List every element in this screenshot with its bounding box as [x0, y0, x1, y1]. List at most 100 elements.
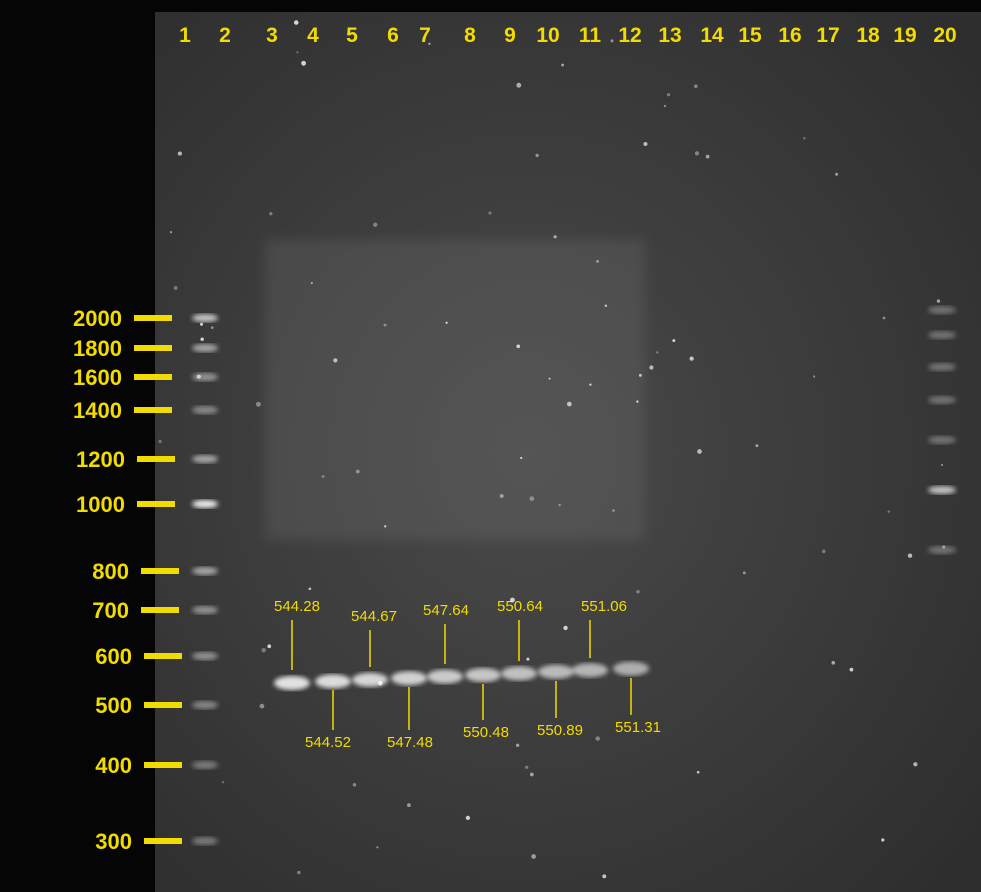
- ladder-label: 2000: [73, 306, 122, 331]
- speck: [563, 626, 567, 630]
- lane-label: 12: [618, 24, 641, 47]
- speck: [610, 39, 613, 42]
- speck: [883, 317, 886, 320]
- sample-band: [613, 662, 649, 676]
- speck: [261, 648, 266, 653]
- band-label: 550.64: [497, 598, 543, 615]
- speck: [756, 444, 759, 447]
- lane-label: 11: [579, 24, 602, 47]
- lane-label: 1: [179, 24, 191, 47]
- speck: [690, 356, 694, 360]
- ladder-dash: [134, 374, 172, 380]
- speck: [356, 470, 360, 474]
- speck: [531, 854, 536, 859]
- ladder-dash: [141, 568, 179, 574]
- lane-label: 9: [504, 24, 516, 47]
- ladder-band: [192, 406, 218, 414]
- sample-band: [315, 674, 351, 688]
- speck: [520, 457, 522, 459]
- sample-band: [352, 673, 388, 687]
- lane-label: 8: [464, 24, 476, 47]
- speck: [694, 84, 697, 87]
- ladder-band: [928, 396, 956, 404]
- speck: [612, 509, 614, 511]
- speck: [535, 154, 538, 157]
- band-label: 547.64: [423, 602, 469, 619]
- speck: [888, 511, 890, 513]
- speck: [200, 323, 203, 326]
- ladder-label: 600: [95, 644, 132, 669]
- speck: [322, 475, 325, 478]
- speck: [643, 142, 647, 146]
- lane-label: 15: [738, 24, 762, 47]
- lane-label: 6: [387, 24, 399, 47]
- speck: [695, 151, 699, 155]
- speck: [373, 223, 377, 227]
- ladder-band: [192, 652, 218, 660]
- speck: [942, 545, 945, 548]
- speck: [301, 61, 306, 66]
- speck: [743, 571, 746, 574]
- speck: [636, 590, 639, 593]
- ladder-band: [192, 314, 218, 322]
- speck: [672, 339, 675, 342]
- ladder-band: [192, 344, 218, 352]
- ladder-dash: [137, 501, 175, 507]
- speck: [639, 374, 642, 377]
- lane-label: 4: [307, 24, 319, 47]
- ladder-dash: [141, 607, 179, 613]
- ladder-label: 300: [95, 829, 132, 854]
- speck: [567, 402, 572, 407]
- speck: [197, 375, 201, 379]
- speck: [697, 771, 700, 774]
- lane-label: 3: [266, 24, 278, 47]
- speck: [260, 704, 265, 709]
- speck: [200, 338, 203, 341]
- speck: [908, 553, 912, 557]
- speck: [649, 365, 653, 369]
- speck: [174, 286, 178, 290]
- band-label: 551.06: [581, 598, 627, 615]
- lane-label: 13: [658, 24, 681, 47]
- ladder-dash: [134, 315, 172, 321]
- sample-band: [427, 670, 463, 684]
- band-label: 544.28: [274, 598, 320, 615]
- speck: [596, 260, 599, 263]
- ladder-band: [192, 455, 218, 463]
- speck: [297, 871, 300, 874]
- lane-label: 17: [816, 24, 839, 47]
- speck: [605, 305, 607, 307]
- ladder-dash: [134, 407, 172, 413]
- band-label: 551.31: [615, 719, 661, 736]
- speck: [525, 766, 528, 769]
- ladder-band: [192, 837, 218, 845]
- ladder-band: [192, 761, 218, 769]
- speck: [813, 375, 815, 377]
- lane-label: 10: [536, 24, 559, 47]
- band-label: 544.52: [305, 734, 351, 751]
- speck: [384, 324, 387, 327]
- speck: [697, 449, 702, 454]
- speck: [516, 344, 520, 348]
- ladder-band: [928, 363, 956, 371]
- lane-label: 5: [346, 24, 358, 47]
- speck: [311, 282, 313, 284]
- sample-band: [391, 671, 427, 685]
- speck: [510, 598, 515, 603]
- band-label: 547.48: [387, 734, 433, 751]
- speck: [446, 322, 448, 324]
- ladder-dash: [144, 838, 182, 844]
- speck: [488, 212, 491, 215]
- speck: [656, 351, 658, 353]
- speck: [296, 51, 298, 53]
- speck: [211, 326, 214, 329]
- speck: [835, 173, 838, 176]
- band-label: 550.48: [463, 724, 509, 741]
- ladder-band: [928, 546, 956, 554]
- ladder-label: 1400: [73, 398, 122, 423]
- ladder-band: [928, 331, 956, 339]
- band-label: 544.67: [351, 608, 397, 625]
- speck: [267, 644, 271, 648]
- speck: [559, 504, 561, 506]
- ladder-label: 1800: [73, 336, 122, 361]
